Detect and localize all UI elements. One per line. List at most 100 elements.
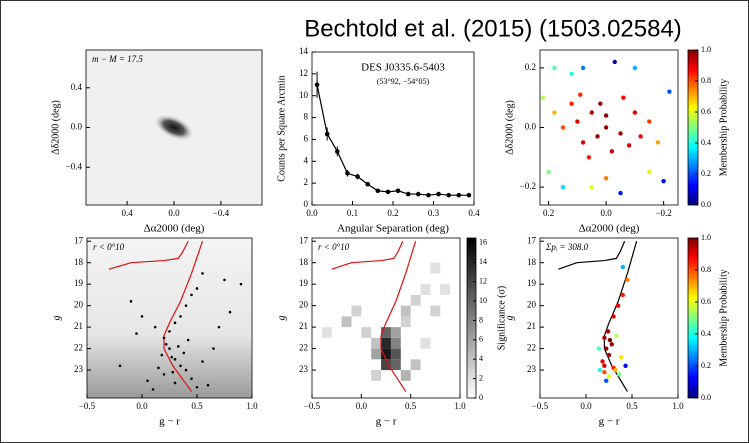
data-point [436, 192, 441, 197]
data-point [396, 188, 401, 193]
y-tick-label: 0.0 [71, 122, 83, 132]
colorbar-tick-label: 0.0 [701, 393, 711, 402]
plot-area [86, 50, 262, 205]
star [604, 113, 608, 117]
heatmap-cell [361, 327, 371, 338]
star [604, 346, 608, 350]
star [168, 347, 171, 350]
star [610, 149, 614, 153]
y-tick-label: −0.4 [66, 161, 83, 171]
star [179, 364, 182, 367]
y-tick-label: 23 [299, 364, 309, 374]
colorbar-tick-label: 8 [479, 315, 483, 324]
star [561, 185, 565, 189]
star [146, 380, 149, 383]
star [229, 311, 232, 314]
heatmap-cell [401, 306, 411, 317]
star [581, 66, 585, 70]
heatmap-cell [381, 349, 391, 360]
y-tick-label: 22 [527, 343, 536, 353]
star [614, 334, 618, 338]
y-tick-label: 19 [299, 278, 309, 288]
y-tick-label: 17 [527, 235, 537, 245]
data-point [386, 190, 391, 195]
star [552, 110, 556, 114]
heatmap-cell [430, 263, 440, 274]
colorbar-tick-label: 0.4 [701, 138, 711, 147]
y-tick-label: 22 [74, 343, 83, 353]
y-tick-label: 20 [74, 300, 84, 310]
y-tick-label: 18 [74, 257, 84, 267]
y-tick-label: 6 [304, 133, 309, 143]
heatmap-cell [391, 327, 401, 338]
y-axis-label: g [276, 316, 287, 321]
star [569, 101, 573, 105]
star [177, 345, 180, 348]
density-background [87, 238, 252, 398]
data-point [457, 193, 462, 198]
colorbar-tick-label: 0.2 [701, 361, 711, 370]
y-tick-label: 4 [304, 155, 309, 165]
star [613, 60, 617, 64]
data-point [376, 188, 381, 193]
star [170, 356, 173, 359]
colorbar-tick-label: 0.6 [701, 107, 711, 116]
colorbar-tick-label: 6 [479, 335, 483, 344]
star [218, 326, 221, 329]
y-tick-label: 0.2 [525, 62, 536, 72]
plot-area [87, 238, 252, 398]
x-axis-label: Δα2000 (deg) [579, 223, 640, 235]
x-tick-label: 1.0 [454, 401, 466, 411]
star [223, 279, 226, 282]
x-tick-label: 0.4 [468, 208, 480, 218]
x-tick-label: −0.2 [655, 208, 671, 218]
heatmap-cell [371, 349, 381, 360]
star [621, 293, 625, 297]
data-point [355, 174, 360, 179]
star [590, 185, 594, 189]
star [174, 382, 177, 385]
y-tick-label: 18 [299, 257, 309, 267]
heatmap-cell [430, 306, 440, 317]
star [185, 369, 188, 372]
star [587, 155, 591, 159]
star [212, 347, 215, 350]
colorbar-tick-label: 0.2 [701, 169, 711, 178]
x-tick-label: 0.4 [121, 208, 133, 218]
y-tick-label: 22 [299, 343, 308, 353]
star [598, 101, 602, 105]
star [618, 191, 622, 195]
star [185, 304, 188, 307]
data-point [335, 149, 340, 154]
x-tick-label: 0.1 [347, 208, 358, 218]
colorbar-tick-label: 0.8 [701, 76, 711, 85]
star [618, 131, 622, 135]
y-tick-label: 19 [74, 278, 84, 288]
star [163, 373, 166, 376]
colorbar-label: Membership Probability [718, 79, 729, 177]
annotation: r < 0°10 [93, 242, 125, 252]
star [647, 170, 651, 174]
x-tick-label: −0.5 [79, 401, 96, 411]
star [179, 315, 182, 318]
star [616, 303, 620, 307]
star [647, 119, 651, 123]
star [168, 330, 171, 333]
colorbar-tick-label: 0.0 [701, 200, 711, 209]
star [633, 66, 637, 70]
star [617, 372, 621, 376]
x-tick-label: 0.5 [191, 401, 203, 411]
heatmap-cell [322, 327, 332, 338]
colorbar-tick-label: 16 [479, 238, 487, 247]
star [187, 339, 190, 342]
x-tick-label: 0.2 [543, 208, 554, 218]
x-tick-label: −0.4 [213, 208, 230, 218]
y-tick-label: 0.0 [525, 122, 537, 132]
x-tick-label: 0.0 [306, 208, 318, 218]
star [541, 95, 545, 99]
heatmap-cell [401, 316, 411, 327]
star [165, 343, 168, 346]
y-tick-label: 8 [304, 112, 309, 122]
star [135, 332, 138, 335]
x-tick-label: 0.5 [626, 401, 638, 411]
